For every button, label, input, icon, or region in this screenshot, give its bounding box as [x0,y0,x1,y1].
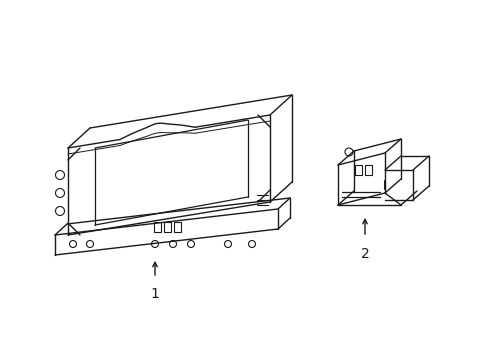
Bar [163,222,170,232]
Bar [173,222,180,232]
Bar [153,222,160,232]
Bar [364,165,371,175]
Bar [354,165,361,175]
Text: 2: 2 [360,247,368,261]
Text: 1: 1 [150,287,159,301]
